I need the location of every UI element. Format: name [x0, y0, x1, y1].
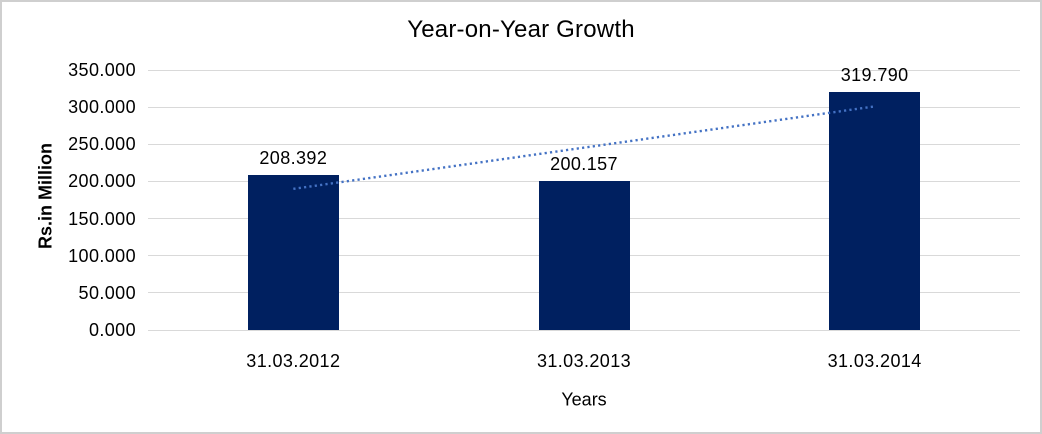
y-tick-label: 50.000	[78, 282, 136, 303]
x-tick-label: 31.03.2012	[246, 351, 341, 371]
plot-area: 0.000 50.000 100.000 150.000 200.000 250.000 3…	[68, 60, 1020, 371]
x-tick-label: 31.03.2013	[536, 351, 632, 371]
y-tick-label: 0.000	[88, 320, 136, 340]
y-axis-title: Rs.in Million	[35, 143, 56, 249]
bar-value-label: 208.392	[259, 148, 328, 169]
y-tick-label: 250.000	[68, 134, 136, 155]
bar-value-label: 200.157	[550, 154, 618, 175]
x-axis-title: Years	[561, 389, 607, 410]
y-tick-label: 100.000	[68, 245, 136, 266]
bar	[247, 175, 339, 330]
y-tick-label: 350.000	[68, 60, 136, 80]
y-tick-label: 200.000	[68, 171, 136, 192]
bar-value-label: 319.790	[840, 65, 909, 86]
chart-title: Year-on-Year Growth	[407, 16, 635, 43]
y-tick-label: 300.000	[68, 97, 136, 118]
bar	[829, 92, 921, 330]
y-tick-label: 150.000	[68, 208, 136, 229]
x-tick-label: 31.03.2014	[827, 351, 922, 371]
bar	[538, 181, 630, 330]
